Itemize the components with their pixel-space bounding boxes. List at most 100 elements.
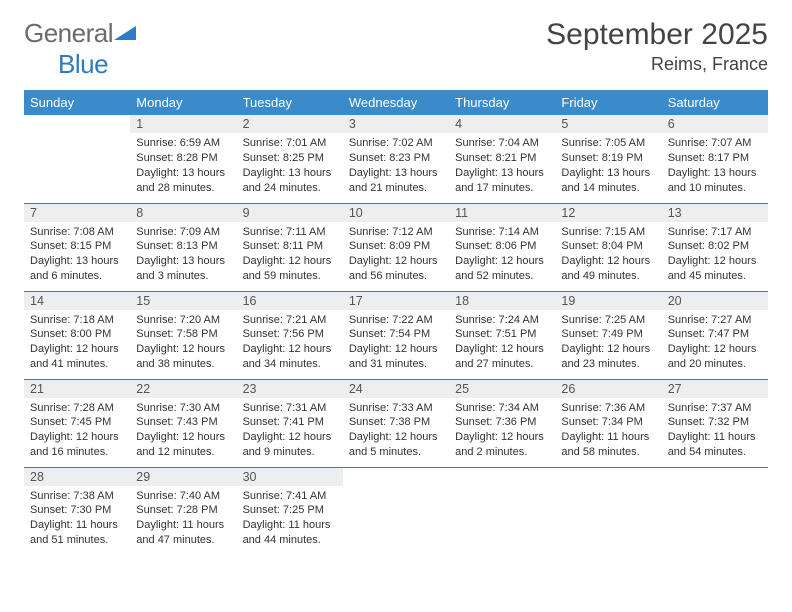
location: Reims, France	[546, 54, 768, 75]
day-number: 11	[449, 204, 555, 222]
daylight-text-2: and 9 minutes.	[243, 445, 337, 460]
daylight-text-2: and 20 minutes.	[668, 357, 762, 372]
calendar-cell	[555, 467, 661, 555]
sunrise-text: Sunrise: 7:24 AM	[455, 313, 549, 328]
calendar-cell: 19Sunrise: 7:25 AMSunset: 7:49 PMDayligh…	[555, 291, 661, 379]
daylight-text-2: and 28 minutes.	[136, 181, 230, 196]
day-number: 19	[555, 292, 661, 310]
calendar-cell	[343, 467, 449, 555]
calendar-cell: 16Sunrise: 7:21 AMSunset: 7:56 PMDayligh…	[237, 291, 343, 379]
logo-text-blue: Blue	[58, 49, 108, 79]
daylight-text-2: and 2 minutes.	[455, 445, 549, 460]
sunrise-text: Sunrise: 7:21 AM	[243, 313, 337, 328]
logo-triangle-icon	[114, 18, 136, 48]
daylight-text-2: and 47 minutes.	[136, 533, 230, 548]
calendar-cell: 18Sunrise: 7:24 AMSunset: 7:51 PMDayligh…	[449, 291, 555, 379]
calendar-cell: 4Sunrise: 7:04 AMSunset: 8:21 PMDaylight…	[449, 115, 555, 203]
day-content: Sunrise: 7:18 AMSunset: 8:00 PMDaylight:…	[24, 310, 130, 375]
daylight-text-1: Daylight: 13 hours	[30, 254, 124, 269]
day-content: Sunrise: 7:36 AMSunset: 7:34 PMDaylight:…	[555, 398, 661, 463]
sunrise-text: Sunrise: 7:36 AM	[561, 401, 655, 416]
daylight-text-1: Daylight: 12 hours	[349, 342, 443, 357]
calendar-cell: 8Sunrise: 7:09 AMSunset: 8:13 PMDaylight…	[130, 203, 236, 291]
daylight-text-2: and 56 minutes.	[349, 269, 443, 284]
sunrise-text: Sunrise: 7:30 AM	[136, 401, 230, 416]
sunrise-text: Sunrise: 7:20 AM	[136, 313, 230, 328]
day-header: Saturday	[662, 90, 768, 115]
daylight-text-2: and 3 minutes.	[136, 269, 230, 284]
sunrise-text: Sunrise: 7:09 AM	[136, 225, 230, 240]
month-title: September 2025	[546, 18, 768, 52]
day-header: Monday	[130, 90, 236, 115]
calendar-cell: 30Sunrise: 7:41 AMSunset: 7:25 PMDayligh…	[237, 467, 343, 555]
daylight-text-1: Daylight: 11 hours	[243, 518, 337, 533]
daylight-text-2: and 49 minutes.	[561, 269, 655, 284]
sunrise-text: Sunrise: 7:37 AM	[668, 401, 762, 416]
calendar-table: SundayMondayTuesdayWednesdayThursdayFrid…	[24, 90, 768, 555]
daylight-text-1: Daylight: 12 hours	[668, 342, 762, 357]
daylight-text-1: Daylight: 13 hours	[455, 166, 549, 181]
daylight-text-2: and 14 minutes.	[561, 181, 655, 196]
calendar-cell: 23Sunrise: 7:31 AMSunset: 7:41 PMDayligh…	[237, 379, 343, 467]
day-number: 6	[662, 115, 768, 133]
sunrise-text: Sunrise: 7:38 AM	[30, 489, 124, 504]
day-number: 30	[237, 468, 343, 486]
sunrise-text: Sunrise: 7:11 AM	[243, 225, 337, 240]
logo: General Blue	[24, 18, 136, 80]
day-number: 14	[24, 292, 130, 310]
daylight-text-1: Daylight: 12 hours	[561, 254, 655, 269]
sunset-text: Sunset: 7:56 PM	[243, 327, 337, 342]
sunrise-text: Sunrise: 7:41 AM	[243, 489, 337, 504]
calendar-cell: 3Sunrise: 7:02 AMSunset: 8:23 PMDaylight…	[343, 115, 449, 203]
day-content: Sunrise: 7:41 AMSunset: 7:25 PMDaylight:…	[237, 486, 343, 551]
day-number: 9	[237, 204, 343, 222]
day-header: Sunday	[24, 90, 130, 115]
day-content: Sunrise: 7:05 AMSunset: 8:19 PMDaylight:…	[555, 133, 661, 198]
sunset-text: Sunset: 8:02 PM	[668, 239, 762, 254]
calendar-cell: 20Sunrise: 7:27 AMSunset: 7:47 PMDayligh…	[662, 291, 768, 379]
sunrise-text: Sunrise: 7:08 AM	[30, 225, 124, 240]
sunset-text: Sunset: 7:54 PM	[349, 327, 443, 342]
sunset-text: Sunset: 7:49 PM	[561, 327, 655, 342]
calendar-cell: 29Sunrise: 7:40 AMSunset: 7:28 PMDayligh…	[130, 467, 236, 555]
sunrise-text: Sunrise: 7:27 AM	[668, 313, 762, 328]
daylight-text-2: and 10 minutes.	[668, 181, 762, 196]
daylight-text-2: and 16 minutes.	[30, 445, 124, 460]
daylight-text-2: and 58 minutes.	[561, 445, 655, 460]
day-number: 10	[343, 204, 449, 222]
calendar-body: 1Sunrise: 6:59 AMSunset: 8:28 PMDaylight…	[24, 115, 768, 555]
daylight-text-1: Daylight: 13 hours	[136, 254, 230, 269]
day-number: 15	[130, 292, 236, 310]
daylight-text-2: and 41 minutes.	[30, 357, 124, 372]
sunset-text: Sunset: 7:51 PM	[455, 327, 549, 342]
day-number: 7	[24, 204, 130, 222]
sunset-text: Sunset: 8:21 PM	[455, 151, 549, 166]
day-number: 12	[555, 204, 661, 222]
day-number: 20	[662, 292, 768, 310]
daylight-text-1: Daylight: 12 hours	[136, 342, 230, 357]
daylight-text-2: and 34 minutes.	[243, 357, 337, 372]
sunset-text: Sunset: 7:34 PM	[561, 415, 655, 430]
calendar-cell: 21Sunrise: 7:28 AMSunset: 7:45 PMDayligh…	[24, 379, 130, 467]
logo-text-general: General	[24, 18, 113, 48]
day-number: 5	[555, 115, 661, 133]
sunrise-text: Sunrise: 7:14 AM	[455, 225, 549, 240]
sunrise-text: Sunrise: 7:15 AM	[561, 225, 655, 240]
sunrise-text: Sunrise: 7:25 AM	[561, 313, 655, 328]
day-content: Sunrise: 7:34 AMSunset: 7:36 PMDaylight:…	[449, 398, 555, 463]
sunrise-text: Sunrise: 7:12 AM	[349, 225, 443, 240]
sunrise-text: Sunrise: 7:40 AM	[136, 489, 230, 504]
sunset-text: Sunset: 7:36 PM	[455, 415, 549, 430]
day-header-row: SundayMondayTuesdayWednesdayThursdayFrid…	[24, 90, 768, 115]
day-content: Sunrise: 7:08 AMSunset: 8:15 PMDaylight:…	[24, 222, 130, 287]
calendar-cell: 5Sunrise: 7:05 AMSunset: 8:19 PMDaylight…	[555, 115, 661, 203]
day-number: 8	[130, 204, 236, 222]
day-content: Sunrise: 7:07 AMSunset: 8:17 PMDaylight:…	[662, 133, 768, 198]
daylight-text-1: Daylight: 12 hours	[30, 430, 124, 445]
day-content: Sunrise: 7:31 AMSunset: 7:41 PMDaylight:…	[237, 398, 343, 463]
daylight-text-2: and 21 minutes.	[349, 181, 443, 196]
sunset-text: Sunset: 8:19 PM	[561, 151, 655, 166]
daylight-text-2: and 12 minutes.	[136, 445, 230, 460]
sunrise-text: Sunrise: 7:01 AM	[243, 136, 337, 151]
daylight-text-2: and 31 minutes.	[349, 357, 443, 372]
